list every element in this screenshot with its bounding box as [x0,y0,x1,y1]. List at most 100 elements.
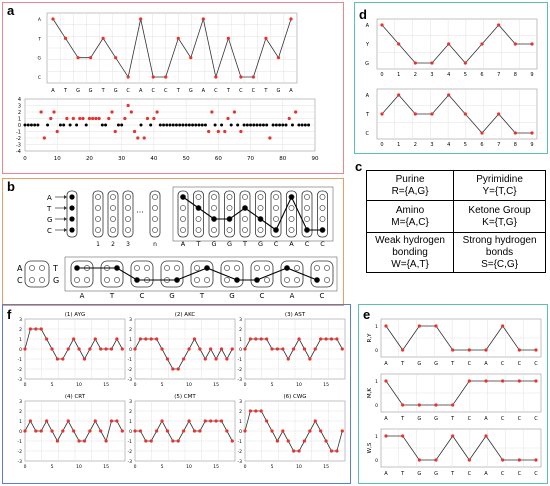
a-dot-black [158,123,162,127]
d-bottom-x-tick: 8 [514,142,517,148]
e-mk-series-point [434,403,438,407]
f2-series-point [138,337,143,341]
f3-series-point [319,337,323,341]
f6-series-point [335,449,339,453]
b-generic-column [149,190,161,238]
d-top-series-point [447,42,451,46]
e-ry-y-tick: 1 [375,324,378,330]
a-seq-letter: T [101,88,106,94]
b-path-column [193,190,204,238]
b-empty-slot [195,227,202,233]
b-lower-column [250,260,274,288]
b-empty-slot [39,277,45,283]
f3-y-tick: 0 [239,347,242,353]
a-x-tick: 90 [312,156,319,162]
a-dot-black [213,123,217,127]
b-empty-slot [194,265,200,271]
f1-x-tick: 15 [103,382,109,388]
b-empty-slot [152,227,158,233]
b-empty-slot [174,265,180,271]
a-dot-red [78,116,82,121]
e-mk-y-tick: 0 [375,403,378,409]
f6-series-point [292,449,296,453]
f4-series-point [120,429,124,433]
b-arrow-head [64,217,67,221]
f2-series-point [219,347,224,351]
b-path-letter: A [289,240,294,248]
d-bottom-x-tick: 5 [464,142,467,148]
b-lower-column [160,260,184,288]
d-top-x-tick: 3 [430,72,433,78]
f2-series-point [155,337,159,341]
e-ws-series-point [484,434,488,438]
b-lower-seq-letter: C [260,292,265,300]
f3-series-point [248,337,253,341]
b-empty-slot [125,227,131,233]
f5-y-tick: -2 [128,449,133,455]
f2-y-tick: -2 [128,367,133,373]
f2-y-tick: -3 [128,377,133,383]
a-dot-red [87,116,92,121]
cell-purine: Purine R={A,G} [365,170,455,201]
f6-series-point [248,409,253,413]
f3-series-point [243,347,247,351]
a-dot-red [294,110,298,114]
a-dot-black [300,123,304,127]
f2-x-tick: 0 [134,382,137,388]
a-top-series-point [201,17,205,21]
b-base-label: A [47,194,52,202]
d-top-series-point [463,61,467,65]
panel-b-label: b [7,179,15,194]
a-dot-black [271,123,275,127]
f2-y-tick: -1 [128,357,133,363]
a-dot-black [68,123,72,127]
panel-f-label: f [7,307,12,322]
f6-x-tick: 0 [244,464,247,470]
f1-series-point [23,347,27,351]
e-mk-y-tick: 1 [375,379,378,385]
e-ry-series-point [417,324,421,328]
a-dot-red [268,136,272,140]
a-dot-black [184,123,188,127]
f5-series-point [149,439,153,443]
d-top-series [381,24,532,64]
f3-series-point [302,347,307,351]
b-empty-slot [95,227,101,233]
b-path-line [182,195,323,231]
a-y-tick: -4 [16,149,21,155]
f6-series-point [254,409,258,413]
a-dot-red [126,103,130,108]
f2-x-tick: 5 [161,382,164,388]
f2-series-point [182,357,186,361]
e-ry-x-letter: T [400,361,405,367]
f6-series-point [308,429,312,433]
a-x-tick: 10 [54,156,61,162]
b-empty-slot [164,265,170,271]
f5-series-point [209,419,213,423]
a-dot-black [236,123,240,127]
e-ry-x-letter: C [534,361,538,367]
e-mk-series [385,380,536,406]
cell-ketone: Ketone Group K={T,G} [453,200,546,233]
d-top-x-tick: 1 [397,72,400,78]
f1-series-point [61,357,65,361]
b-empty-slot [226,227,233,233]
d-bottom-series-point [430,112,434,116]
f3-series-point [281,347,285,351]
a-dot-black [307,123,311,127]
f3-series-point [340,347,344,351]
f4-series-point [115,419,119,423]
a-dot-red [136,136,140,140]
b-empty-slot [264,265,270,271]
a-top-series-point [114,56,118,60]
b-lower-seq-letter: T [199,292,205,300]
f4-y-tick: 2 [19,409,22,415]
f5-series-point [225,429,229,433]
f6-series-point [329,449,334,453]
b-empty-slot [226,194,233,200]
f4-series-point [45,419,49,423]
e-ws-x-letter: C [534,471,538,477]
b-path-letter: C [305,240,310,248]
e-mk-series-point [417,403,421,407]
a-seq-letter: A [139,88,143,94]
